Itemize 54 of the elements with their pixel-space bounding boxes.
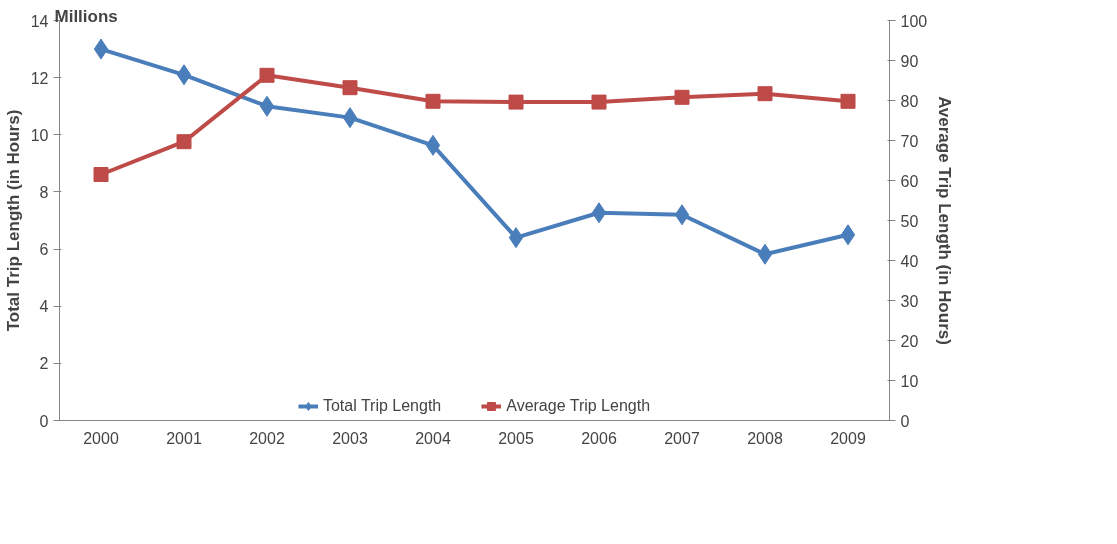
x-tick-label: 2006 (581, 429, 617, 447)
point (425, 134, 441, 156)
y-tick-label: 12 (30, 69, 49, 87)
x-tick-label: 2004 (415, 429, 451, 447)
point (840, 224, 856, 246)
x-tick-label: 2009 (830, 429, 866, 447)
legend-label: Average Trip Length (506, 397, 651, 415)
legend-label: Total Trip Length (322, 397, 442, 415)
y-tick-label: 4 (39, 298, 49, 316)
annotation: Millions (54, 6, 118, 26)
point (425, 93, 441, 109)
point (674, 89, 690, 105)
point (259, 95, 275, 117)
y2-tick-label: 60 (900, 172, 919, 190)
y-tick-label: 2 (39, 355, 49, 373)
x-tick-label: 2003 (332, 429, 368, 447)
x-tick-label: 2008 (747, 429, 783, 447)
x-tick-label: 2005 (498, 429, 534, 447)
point (342, 80, 358, 96)
point (757, 86, 773, 102)
y2-tick-label: 50 (900, 212, 919, 230)
y-tick-label: 10 (30, 126, 49, 144)
point (508, 227, 524, 249)
point (342, 107, 358, 129)
point (674, 204, 690, 226)
y-tick-label: 14 (30, 12, 49, 30)
point (259, 67, 275, 83)
y2-tick-label: 20 (900, 332, 919, 350)
y2-tick-label: 10 (900, 372, 919, 390)
y-tick-label: 0 (39, 412, 49, 430)
y2-tick-label: 100 (900, 12, 928, 30)
y-axis-title: Total Trip Length (in Hours) (3, 109, 23, 332)
x-tick-label: 2001 (166, 429, 202, 447)
point (508, 94, 524, 110)
point (591, 202, 607, 224)
x-tick-label: 2007 (664, 429, 700, 447)
y2-tick-label: 70 (900, 132, 919, 150)
x-tick-label: 2000 (83, 429, 119, 447)
point (93, 38, 109, 60)
y-tick-label: 8 (39, 183, 49, 201)
x-tick-label: 2002 (249, 429, 285, 447)
point (591, 94, 607, 110)
point (757, 243, 773, 265)
y2-tick-label: 80 (900, 92, 919, 110)
y-tick-label: 6 (39, 241, 49, 259)
y2-tick-label: 40 (900, 252, 919, 270)
point (93, 167, 109, 182)
point (840, 93, 856, 109)
point (176, 134, 192, 150)
y2-tick-label: 0 (900, 412, 910, 430)
y2-tick-label: 90 (900, 52, 919, 70)
point (176, 64, 192, 86)
y2-tick-label: 30 (900, 292, 919, 310)
y2-axis-title: Average Trip Length (in Hours) (935, 96, 955, 345)
